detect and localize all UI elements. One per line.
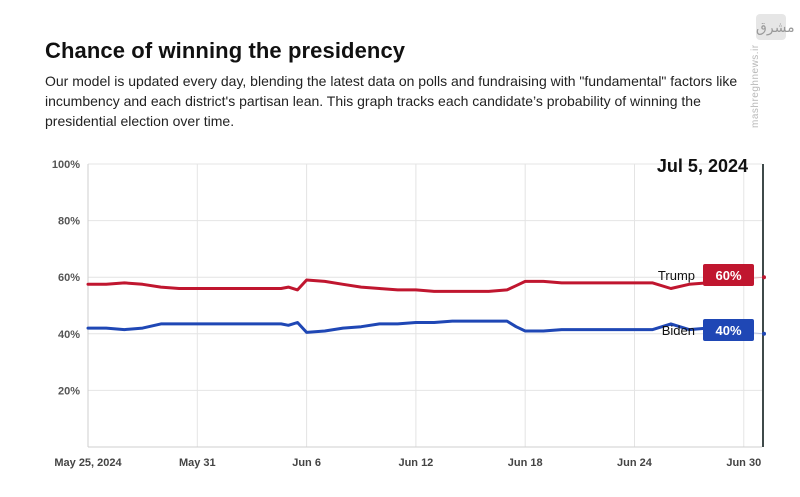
- value-badge-trump: [703, 264, 754, 286]
- candidate-labels: Trump 60% Biden 40%: [658, 264, 766, 341]
- y-tick-label: 40%: [58, 329, 80, 341]
- chart-description: Our model is updated every day, blending…: [45, 73, 738, 129]
- y-tick-label: 60%: [58, 272, 80, 284]
- value-badge-text-biden: 40%: [715, 323, 741, 338]
- x-tick-label: Jun 30: [726, 457, 761, 469]
- x-tick-label: Jun 12: [398, 457, 433, 469]
- current-point-trump: [762, 275, 766, 280]
- axes: 20% 40% 60% 80% 100% May 25, 2024 May 31 Jun 6 J…: [52, 159, 762, 469]
- grid: [87, 163, 762, 447]
- x-tick-label: May 25, 2024: [54, 457, 122, 469]
- candidate-name-trump: Trump: [658, 268, 695, 283]
- y-tick-label: 100%: [52, 159, 80, 171]
- x-tick-label: Jun 6: [292, 457, 321, 469]
- page-title: Chance of winning the presidency: [45, 38, 406, 63]
- x-tick-label: Jun 24: [617, 457, 653, 469]
- current-date-label: Jul 5, 2024: [657, 156, 748, 176]
- x-tick-label: Jun 18: [508, 457, 543, 469]
- series-line-biden[interactable]: [86, 319, 709, 334]
- value-badge-biden: [703, 319, 754, 341]
- current-date-marker: Jul 5, 2024: [657, 156, 764, 447]
- y-tick-label: 20%: [58, 385, 80, 397]
- x-tick-label: May 31: [179, 457, 216, 469]
- watermark-logo-icon: مشرق: [756, 14, 795, 40]
- y-tick-label: 80%: [58, 216, 80, 228]
- series-line-trump[interactable]: [86, 278, 709, 293]
- current-point-biden: [762, 331, 766, 336]
- candidate-name-biden: Biden: [662, 323, 695, 338]
- value-badge-text-trump: 60%: [715, 268, 741, 283]
